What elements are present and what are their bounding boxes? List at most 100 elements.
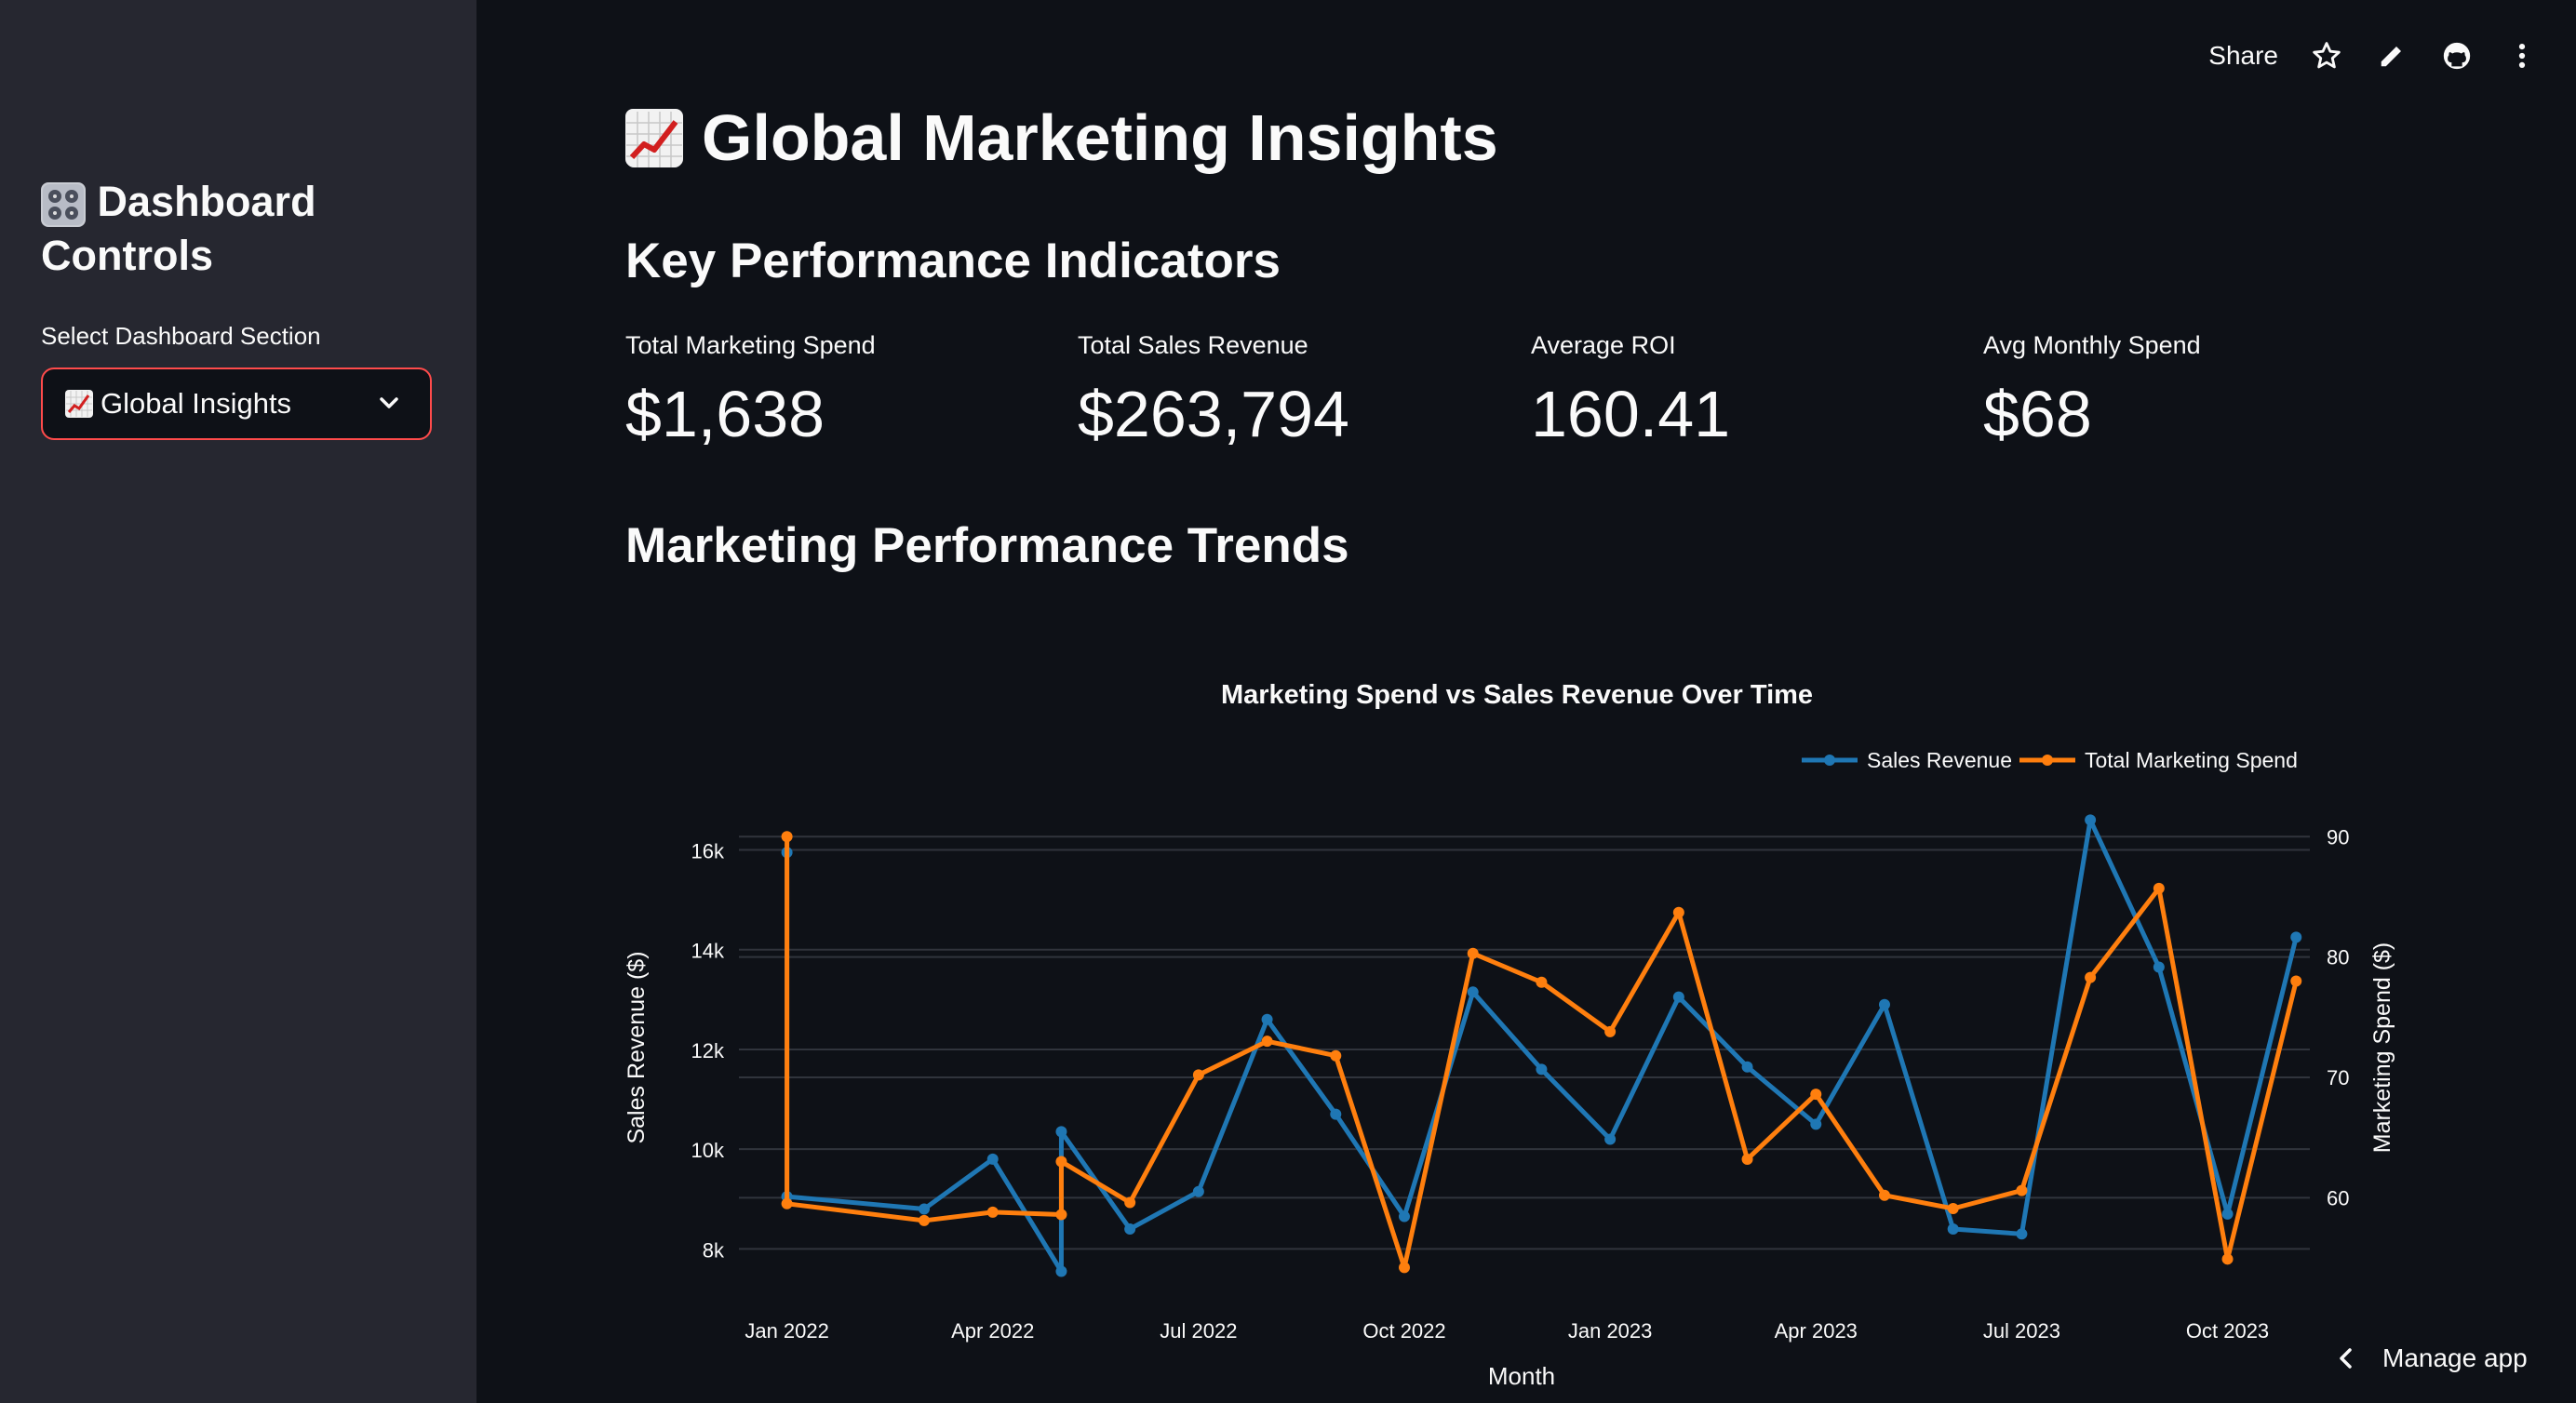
chevron-down-icon — [380, 397, 398, 408]
y-tick-label: 10k — [691, 1139, 725, 1162]
data-point — [781, 831, 793, 843]
data-point — [1467, 986, 1479, 998]
y2-tick-label: 60 — [2327, 1186, 2349, 1209]
data-point — [986, 1153, 999, 1165]
data-point — [781, 1197, 793, 1209]
chart-increasing-icon — [625, 109, 683, 167]
kpi-label: Total Sales Revenue — [1078, 331, 1308, 359]
more-vertical-icon[interactable] — [2505, 39, 2539, 73]
data-point — [1741, 1153, 1753, 1165]
page-title-text: Global Marketing Insights — [702, 101, 1498, 174]
y-tick-label: 8k — [703, 1238, 725, 1262]
kpi-value: $68 — [1983, 378, 2092, 450]
y-tick-label: 12k — [691, 1039, 725, 1062]
data-point — [1399, 1262, 1411, 1274]
data-point — [1947, 1223, 1959, 1235]
x-tick-label: Oct 2023 — [2186, 1319, 2269, 1343]
sidebar-title-line2: Controls — [41, 232, 213, 279]
data-point — [2221, 1208, 2234, 1220]
data-point — [1536, 976, 1548, 988]
chevron-left-icon — [2340, 1348, 2352, 1369]
kpi-label: Total Marketing Spend — [625, 331, 876, 359]
data-point — [1810, 1118, 1822, 1130]
data-point — [1536, 1063, 1548, 1076]
data-point — [1878, 998, 1890, 1010]
share-button[interactable]: Share — [2208, 41, 2278, 70]
data-point — [1124, 1196, 1136, 1209]
trends-heading: Marketing Performance Trends — [625, 518, 1349, 573]
sidebar: Dashboard Controls Select Dashboard Sect… — [0, 0, 476, 1403]
kpi-label: Average ROI — [1531, 331, 1676, 359]
x-tick-label: Jul 2022 — [1160, 1319, 1237, 1343]
data-point — [2016, 1184, 2028, 1196]
y2-tick-label: 90 — [2327, 825, 2349, 848]
x-tick-label: Apr 2023 — [1775, 1319, 1858, 1343]
kpi-total-sales-revenue: Total Sales Revenue $263,794 — [1078, 331, 1506, 451]
data-point — [1810, 1089, 1822, 1101]
series-line — [785, 836, 2299, 1270]
section-select-value: Global Insights — [101, 387, 292, 420]
data-point — [1604, 1025, 1617, 1037]
kpi-total-marketing-spend: Total Marketing Spend $1,638 — [625, 331, 1053, 451]
data-point — [919, 1203, 931, 1215]
x-axis-title: Month — [1488, 1362, 1555, 1390]
section-select[interactable]: Global Insights — [41, 367, 432, 440]
data-point — [1947, 1202, 1959, 1214]
kpi-value: $1,638 — [625, 378, 825, 450]
marketing-trend-chart: 8k 10k 12k 14k 16k 60 70 80 90 Jan 2022 Apr 2022 Ju… — [624, 680, 2395, 1390]
x-tick-label: Jan 2022 — [745, 1319, 829, 1343]
star-icon[interactable] — [2310, 39, 2343, 73]
kpi-heading: Key Performance Indicators — [625, 234, 1281, 288]
edit-pencil-icon[interactable] — [2375, 39, 2408, 73]
y2-axis-title: Marketing Spend ($) — [2369, 942, 2395, 1154]
control-knobs-icon — [41, 182, 86, 228]
data-point — [1261, 1036, 1273, 1048]
x-tick-label: Jan 2023 — [1568, 1319, 1653, 1343]
github-icon[interactable] — [2440, 39, 2474, 73]
kpi-value: 160.41 — [1531, 378, 1731, 450]
data-point — [2153, 882, 2165, 894]
data-point — [2221, 1253, 2234, 1265]
chart-title: Marketing Spend vs Sales Revenue Over Ti… — [1221, 680, 1813, 710]
kpi-average-roi: Average ROI 160.41 — [1531, 331, 1959, 451]
legend-label: Total Marketing Spend — [2085, 748, 2298, 772]
x-tick-label: Apr 2022 — [951, 1319, 1034, 1343]
data-point — [1672, 906, 1684, 918]
manage-app-button[interactable]: Manage app — [2336, 1343, 2528, 1373]
chart-increasing-icon — [65, 390, 93, 418]
data-point — [1192, 1069, 1204, 1081]
data-point — [2290, 931, 2302, 943]
data-point — [1192, 1185, 1204, 1197]
data-point — [1055, 1209, 1067, 1221]
kpi-avg-monthly-spend: Avg Monthly Spend $68 — [1983, 331, 2411, 451]
y-tick-label: 16k — [691, 840, 725, 863]
data-point — [1467, 947, 1479, 959]
x-tick-label: Jul 2023 — [1983, 1319, 2060, 1343]
data-point — [2085, 971, 2097, 983]
y-tick-label: 14k — [691, 940, 725, 963]
data-point — [1399, 1210, 1411, 1223]
data-point — [2290, 975, 2302, 987]
data-point — [986, 1206, 999, 1218]
data-point — [2016, 1228, 2028, 1240]
sidebar-title: Dashboard Controls — [41, 175, 432, 283]
data-point — [919, 1214, 931, 1226]
data-point — [2153, 961, 2165, 973]
data-point — [1672, 991, 1684, 1003]
manage-app-label: Manage app — [2382, 1343, 2528, 1372]
y-axis-title: Sales Revenue ($) — [624, 951, 650, 1143]
legend-marker — [2042, 755, 2053, 766]
legend-marker — [1824, 755, 1835, 766]
data-point — [2085, 814, 2097, 826]
series-line — [785, 817, 2299, 1275]
y2-tick-label: 80 — [2327, 946, 2349, 969]
data-point — [1330, 1049, 1342, 1062]
data-point — [1261, 1013, 1273, 1025]
data-point — [1878, 1189, 1890, 1201]
kpi-label: Avg Monthly Spend — [1983, 331, 2201, 359]
data-point — [1604, 1133, 1617, 1145]
kpi-value: $263,794 — [1078, 378, 1349, 450]
data-point — [1055, 1156, 1067, 1168]
x-tick-label: Oct 2022 — [1362, 1319, 1445, 1343]
page-title: Global Marketing Insights — [625, 100, 1498, 175]
